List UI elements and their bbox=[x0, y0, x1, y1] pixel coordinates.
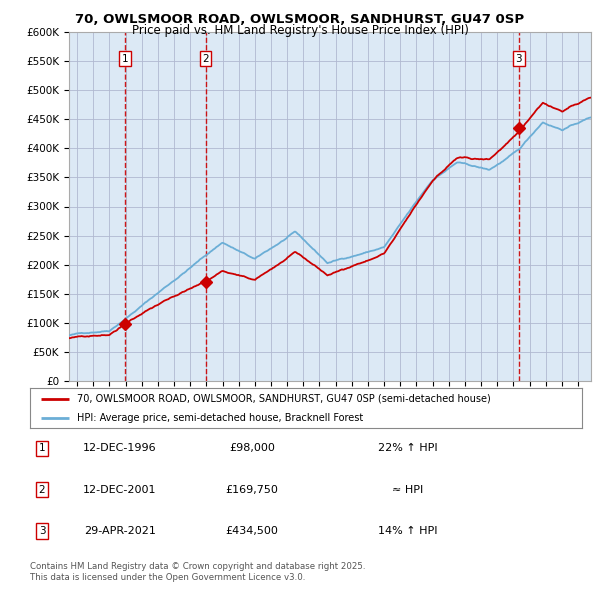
Text: 29-APR-2021: 29-APR-2021 bbox=[84, 526, 156, 536]
Text: 70, OWLSMOOR ROAD, OWLSMOOR, SANDHURST, GU47 0SP: 70, OWLSMOOR ROAD, OWLSMOOR, SANDHURST, … bbox=[76, 13, 524, 26]
Text: 1: 1 bbox=[38, 444, 46, 453]
Text: 22% ↑ HPI: 22% ↑ HPI bbox=[378, 444, 438, 453]
Text: 2: 2 bbox=[202, 54, 209, 64]
Text: 3: 3 bbox=[38, 526, 46, 536]
Text: 2: 2 bbox=[38, 485, 46, 494]
Text: 3: 3 bbox=[515, 54, 522, 64]
Text: £169,750: £169,750 bbox=[226, 485, 278, 494]
Text: £434,500: £434,500 bbox=[226, 526, 278, 536]
Text: 12-DEC-2001: 12-DEC-2001 bbox=[83, 485, 157, 494]
Text: 70, OWLSMOOR ROAD, OWLSMOOR, SANDHURST, GU47 0SP (semi-detached house): 70, OWLSMOOR ROAD, OWLSMOOR, SANDHURST, … bbox=[77, 394, 491, 404]
Text: HPI: Average price, semi-detached house, Bracknell Forest: HPI: Average price, semi-detached house,… bbox=[77, 413, 363, 422]
Text: £98,000: £98,000 bbox=[229, 444, 275, 453]
Text: Contains HM Land Registry data © Crown copyright and database right 2025.
This d: Contains HM Land Registry data © Crown c… bbox=[30, 562, 365, 582]
Text: 1: 1 bbox=[121, 54, 128, 64]
Text: 12-DEC-1996: 12-DEC-1996 bbox=[83, 444, 157, 453]
Text: Price paid vs. HM Land Registry's House Price Index (HPI): Price paid vs. HM Land Registry's House … bbox=[131, 24, 469, 37]
Text: ≈ HPI: ≈ HPI bbox=[392, 485, 424, 494]
Text: 14% ↑ HPI: 14% ↑ HPI bbox=[378, 526, 438, 536]
